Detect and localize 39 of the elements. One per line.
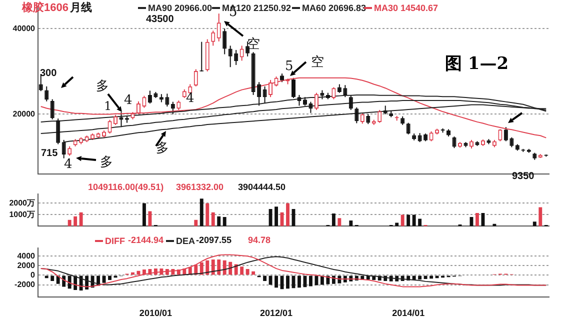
- annotation: 9350: [512, 171, 534, 182]
- annotation: 715: [41, 148, 58, 159]
- y-tick-label: 20000: [12, 109, 36, 118]
- y-tick-label: 1000万: [9, 210, 35, 219]
- annotation: 空: [311, 55, 324, 70]
- annotation: 多: [100, 155, 113, 170]
- y-tick-label: 2000: [17, 260, 36, 270]
- annotation: 4: [124, 93, 132, 108]
- legend-label: DIFF: [105, 236, 125, 246]
- annotation: 43500: [146, 14, 174, 25]
- annotation: 4: [64, 157, 72, 172]
- text: 3961332.00: [176, 182, 224, 193]
- x-tick-label: 2010/01: [139, 308, 172, 318]
- y-tick-label: 2000万: [9, 198, 35, 208]
- y-tick-label: 40000: [12, 24, 36, 33]
- text: 图 1—2: [445, 53, 509, 75]
- y-tick-label: 0: [30, 270, 36, 280]
- y-tick-label: -2000: [14, 280, 36, 289]
- annotation: 多: [96, 79, 109, 94]
- text: 94.78: [248, 235, 271, 246]
- x-tick-label: 2012/01: [260, 308, 293, 318]
- legend-label: MA90 20966.00: [148, 3, 212, 13]
- annotation: 5: [285, 59, 294, 74]
- legend-label: MA30 14540.67: [374, 3, 438, 13]
- legend-label: DEA: [176, 236, 196, 246]
- annotation: 1: [104, 99, 112, 114]
- annotation: 橡胶1606: [22, 2, 68, 14]
- text: 1049116.00(49.51): [88, 182, 164, 193]
- legend-label: MA60 20696.83: [302, 3, 366, 13]
- text: -2144.94: [128, 235, 164, 246]
- annotation: 300: [40, 68, 57, 79]
- annotation: 月线: [70, 2, 92, 14]
- annotation: 空: [247, 37, 260, 52]
- x-tick-label: 2014/01: [392, 308, 425, 318]
- text: -2097.55: [196, 235, 232, 246]
- text: 3904444.50: [238, 182, 286, 193]
- annotation: 多: [156, 141, 169, 156]
- y-tick-label: 4000: [17, 251, 36, 260]
- annotation: 4: [186, 91, 194, 106]
